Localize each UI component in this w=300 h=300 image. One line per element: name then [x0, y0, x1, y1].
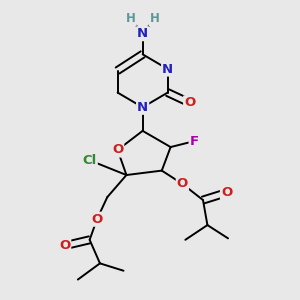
Text: Cl: Cl — [82, 154, 97, 167]
Text: H: H — [149, 13, 159, 26]
Text: O: O — [184, 96, 195, 110]
Text: O: O — [112, 143, 123, 157]
Text: F: F — [190, 135, 199, 148]
Text: H: H — [126, 13, 136, 26]
Text: O: O — [221, 186, 232, 199]
Text: N: N — [137, 101, 148, 114]
Text: N: N — [137, 27, 148, 40]
Text: O: O — [177, 177, 188, 190]
Text: N: N — [162, 62, 173, 76]
Text: O: O — [92, 213, 103, 226]
Text: O: O — [59, 239, 70, 252]
